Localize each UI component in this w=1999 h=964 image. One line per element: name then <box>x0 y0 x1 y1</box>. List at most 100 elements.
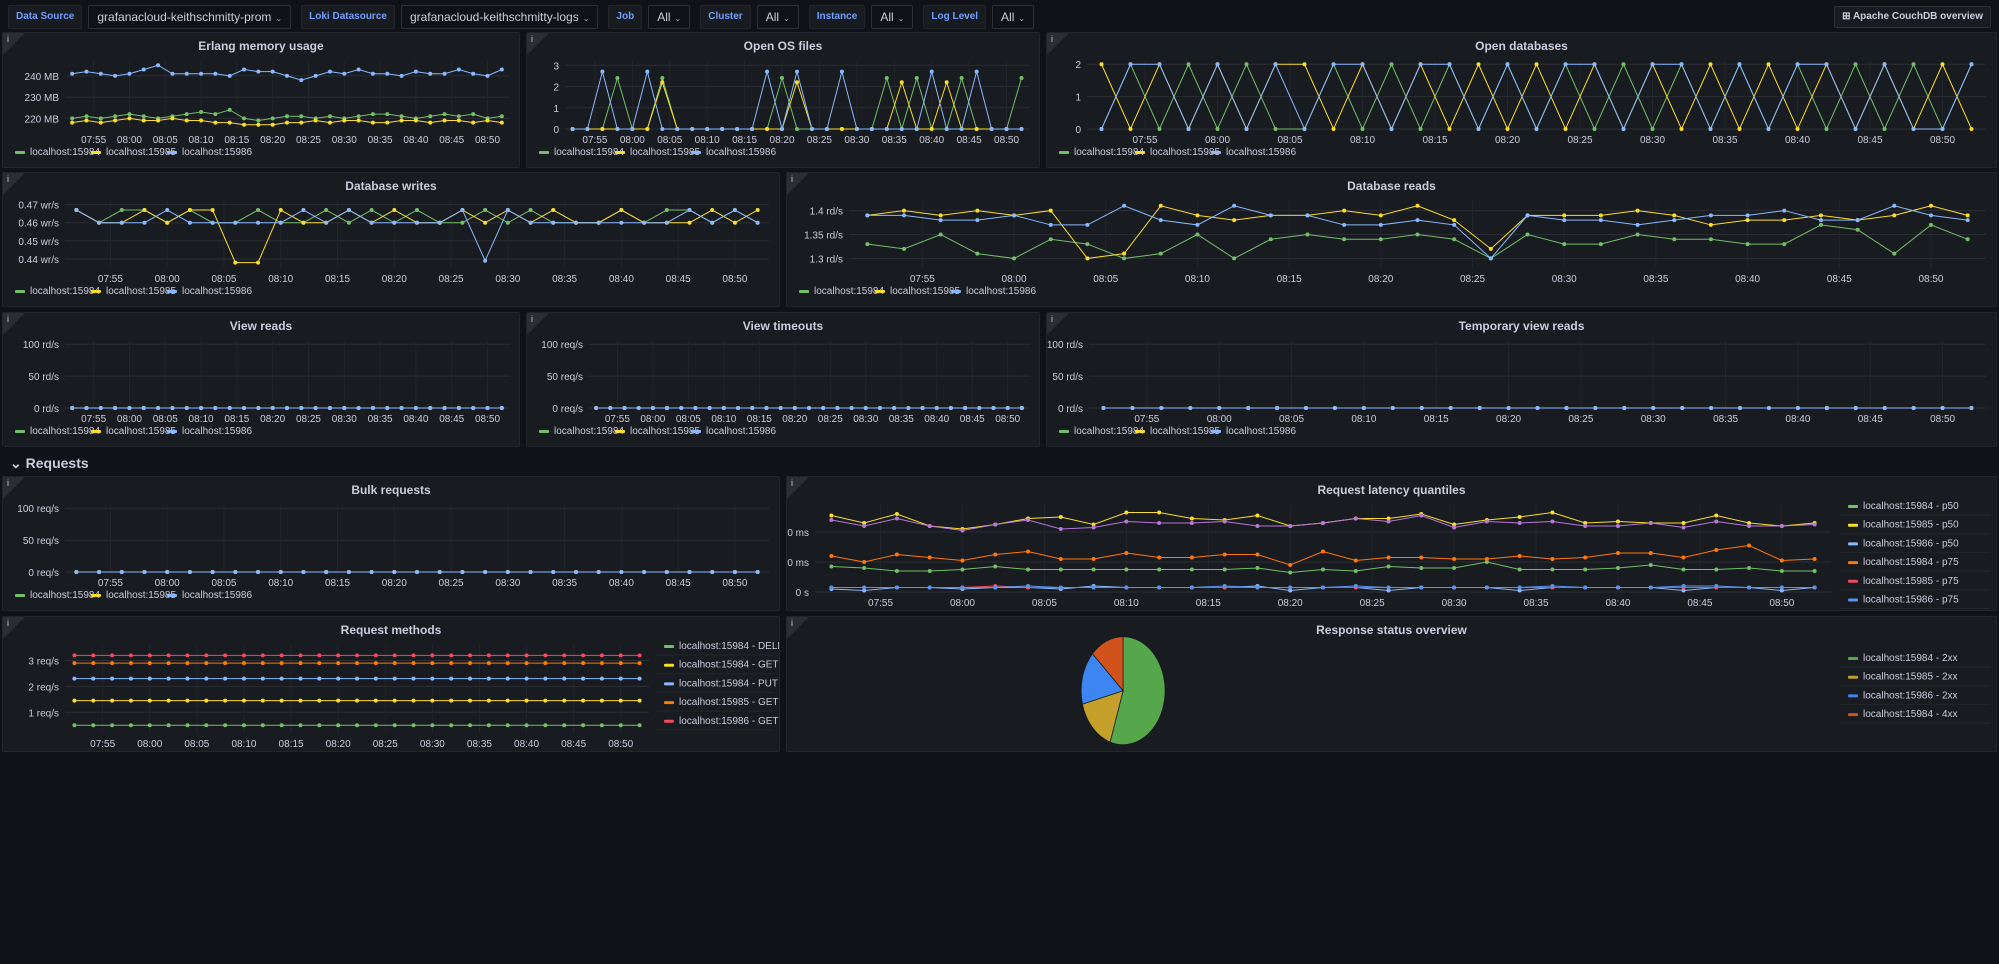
data-point <box>1386 516 1391 521</box>
data-point <box>914 127 919 131</box>
data-point <box>608 406 613 410</box>
legend-item[interactable]: localhost:15986 <box>167 590 252 601</box>
data-point <box>839 69 844 74</box>
data-point <box>637 653 642 658</box>
info-icon[interactable]: i <box>3 173 25 195</box>
data-point <box>1892 203 1897 208</box>
legend-item[interactable]: localhost:15986 - GET <box>664 716 779 727</box>
pie-slice[interactable] <box>1080 653 1124 705</box>
row-requests-toggle[interactable]: ⌄ Requests <box>10 455 89 472</box>
legend-item[interactable]: localhost:15984 <box>799 286 884 297</box>
legend-item[interactable]: localhost:15984 - 2xx <box>1848 653 1958 664</box>
legend-item[interactable]: localhost:15986 - 2xx <box>1848 690 1958 701</box>
data-point <box>1812 569 1817 573</box>
legend-item[interactable]: localhost:15985 <box>615 426 700 437</box>
data-point <box>147 653 152 658</box>
info-icon[interactable]: i <box>3 33 25 55</box>
legend-item[interactable]: localhost:15986 - p75 <box>1848 595 1959 606</box>
info-icon[interactable]: i <box>1047 33 1069 55</box>
variable-select[interactable]: All ⌄ <box>756 5 799 29</box>
legend-swatch <box>615 430 625 433</box>
variable-select[interactable]: All ⌄ <box>648 5 691 29</box>
legend-item[interactable]: localhost:15985 <box>91 590 176 601</box>
info-icon[interactable]: i <box>527 33 549 55</box>
variable-select[interactable]: All ⌄ <box>992 5 1035 29</box>
legend-item[interactable]: localhost:15985 <box>91 426 176 437</box>
data-point <box>1745 218 1750 223</box>
data-point <box>705 127 710 131</box>
legend-label: localhost:15986 <box>182 426 252 437</box>
legend-item[interactable]: localhost:15984 - p50 <box>1848 501 1959 512</box>
legend-item[interactable]: localhost:15985 <box>615 147 700 158</box>
x-tick-label: 08:50 <box>722 578 747 589</box>
x-tick-label: 08:35 <box>1712 135 1737 146</box>
data-point <box>585 127 590 131</box>
info-icon[interactable]: i <box>3 313 25 335</box>
data-point <box>430 661 435 666</box>
pie-slice[interactable] <box>1081 690 1124 743</box>
legend-item[interactable]: localhost:15984 <box>15 147 100 158</box>
data-point <box>385 406 390 410</box>
legend-item[interactable]: localhost:15985 <box>91 286 176 297</box>
legend-item[interactable]: localhost:15986 <box>167 286 252 297</box>
legend-item[interactable]: localhost:15985 <box>875 286 960 297</box>
data-point <box>927 555 932 560</box>
legend-item[interactable]: localhost:15985 <box>91 147 176 158</box>
legend-item[interactable]: localhost:15986 - p50 <box>1848 538 1959 549</box>
legend-item[interactable]: localhost:15984 - PUT <box>664 678 778 689</box>
data-point <box>636 406 641 410</box>
legend-item[interactable]: localhost:15984 - GET <box>664 660 779 671</box>
data-point <box>505 570 510 574</box>
data-point <box>1517 515 1522 519</box>
legend-item[interactable]: localhost:15984 <box>1059 426 1144 437</box>
info-icon[interactable]: i <box>3 617 25 639</box>
info-icon[interactable]: i <box>787 173 809 195</box>
legend-item[interactable]: localhost:15984 <box>1059 147 1144 158</box>
legend-item[interactable]: localhost:15986 <box>1211 147 1296 158</box>
data-point <box>147 698 152 703</box>
info-icon[interactable]: i <box>3 477 25 499</box>
legend-item[interactable]: localhost:15985 - p75 <box>1848 576 1959 587</box>
info-icon[interactable]: i <box>787 617 809 639</box>
info-icon[interactable]: i <box>1047 313 1069 335</box>
legend-item[interactable]: localhost:15984 - p75 <box>1848 557 1959 568</box>
legend-item[interactable]: localhost:15985 - GET <box>664 697 779 708</box>
legend-item[interactable]: localhost:15985 <box>1135 426 1220 437</box>
data-point <box>483 258 488 263</box>
pie-slice[interactable] <box>1091 636 1124 692</box>
legend-item[interactable]: localhost:15986 <box>167 147 252 158</box>
legend-swatch <box>1059 430 1069 433</box>
legend-item[interactable]: localhost:15984 <box>15 286 100 297</box>
pie-slice[interactable] <box>1109 636 1166 746</box>
data-point <box>1782 208 1787 213</box>
legend-item[interactable]: localhost:15984 <box>15 590 100 601</box>
data-point <box>1058 557 1063 561</box>
info-icon[interactable]: i <box>787 477 809 499</box>
legend-item[interactable]: localhost:15984 - DELETE <box>664 641 779 652</box>
legend-item[interactable]: localhost:15985 <box>1135 147 1220 158</box>
variable-select[interactable]: grafanacloud-keithschmitty-prom ⌄ <box>88 5 292 29</box>
legend-item[interactable]: localhost:15986 <box>1211 426 1296 437</box>
legend-item[interactable]: localhost:15984 <box>539 426 624 437</box>
data-point <box>637 723 642 728</box>
variable-select[interactable]: All ⌄ <box>871 5 914 29</box>
legend-item[interactable]: localhost:15985 - 2xx <box>1848 672 1958 683</box>
data-point <box>1747 566 1752 570</box>
legend-item[interactable]: localhost:15986 <box>951 286 1036 297</box>
data-point <box>499 120 504 125</box>
legend-item[interactable]: localhost:15984 - 4xx <box>1848 709 1958 720</box>
legend-item[interactable]: localhost:15985 - p50 <box>1848 520 1959 531</box>
series-line <box>867 205 1968 259</box>
legend-item[interactable]: localhost:15986 <box>691 426 776 437</box>
data-point <box>1195 232 1200 237</box>
legend-item[interactable]: localhost:15986 <box>167 426 252 437</box>
x-tick-label: 08:00 <box>950 598 975 609</box>
legend-item[interactable]: localhost:15986 <box>691 147 776 158</box>
data-point <box>233 260 238 265</box>
legend-swatch <box>15 594 25 597</box>
variable-select[interactable]: grafanacloud-keithschmitty-logs ⌄ <box>400 5 599 29</box>
info-icon[interactable]: i <box>527 313 549 335</box>
legend-item[interactable]: localhost:15984 <box>539 147 624 158</box>
dashboard-link-button[interactable]: ⊞ Apache CouchDB overview <box>1834 6 1991 28</box>
legend-item[interactable]: localhost:15984 <box>15 426 100 437</box>
